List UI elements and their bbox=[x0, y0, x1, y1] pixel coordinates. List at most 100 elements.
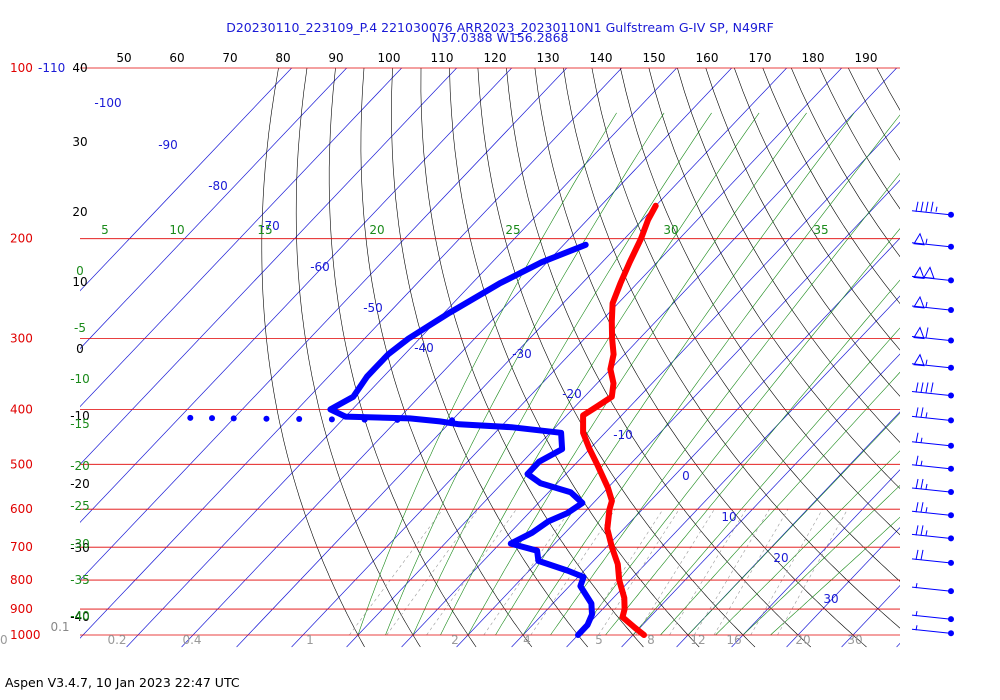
wind-barb-full bbox=[915, 549, 919, 560]
wind-barb-station bbox=[948, 277, 954, 284]
wind-barb-full bbox=[925, 327, 929, 338]
wind-barb-station bbox=[948, 392, 954, 399]
wind-barb-full bbox=[920, 525, 924, 536]
wind-barb-shaft bbox=[911, 363, 951, 369]
wind-barb-shaft bbox=[911, 415, 951, 421]
mixing-ratio-label: 2 bbox=[451, 633, 459, 647]
moist-adiabat-line bbox=[577, 228, 900, 636]
wind-barb-shaft bbox=[911, 242, 951, 248]
isotherm-line bbox=[566, 295, 900, 648]
pressure-label: 500 bbox=[10, 457, 33, 471]
dewpoint-point bbox=[263, 415, 270, 422]
moist-adiabat-line bbox=[687, 412, 900, 636]
dry-adiabat-line bbox=[847, 68, 900, 161]
wind-barb-full bbox=[915, 382, 919, 393]
dry-adiabat-line bbox=[563, 68, 900, 629]
chart-subtitle: N37.0388 W156.2868 bbox=[431, 30, 569, 45]
left-scale-label: 10 bbox=[72, 275, 87, 289]
moist-adiabat-line bbox=[357, 112, 617, 636]
isotherm-line bbox=[676, 411, 900, 648]
wind-barb-pennant bbox=[913, 295, 925, 309]
dry-adiabat-line bbox=[947, 42, 1000, 647]
moist-adiabat-label: 0 bbox=[76, 264, 84, 278]
wind-barb-half bbox=[920, 460, 923, 466]
wind-barb-station bbox=[948, 535, 954, 542]
moist-adiabat-label: 25 bbox=[505, 223, 520, 237]
wind-barb-half bbox=[920, 437, 923, 443]
mixing-ratio-label: 20 bbox=[795, 633, 810, 647]
wind-barb-half bbox=[925, 483, 928, 490]
top-scale-label: 130 bbox=[537, 51, 560, 65]
dry-adiabat-line bbox=[360, 68, 533, 648]
moist-adiabat-label: 20 bbox=[369, 223, 384, 237]
dewpoint-point bbox=[209, 415, 216, 422]
wind-barb-station bbox=[948, 616, 954, 623]
left-scale-label: 30 bbox=[72, 135, 87, 149]
footer-version: Aspen V3.4.7, 10 Jan 2023 22:47 UTC bbox=[5, 675, 240, 690]
dry-adiabat-line bbox=[295, 68, 421, 648]
dry-adiabat-line bbox=[620, 68, 900, 536]
pressure-label: 300 bbox=[10, 332, 33, 346]
isotherm-line bbox=[80, 68, 403, 408]
moist-adiabat-line bbox=[440, 112, 760, 636]
top-scale-label: 160 bbox=[696, 51, 719, 65]
wind-barb-station bbox=[948, 442, 954, 449]
dewpoint-point bbox=[361, 416, 368, 423]
isotherm-line bbox=[80, 68, 568, 581]
wind-barb-half bbox=[925, 507, 928, 513]
wind-barb bbox=[911, 326, 954, 344]
pressure-alt-label: -110 bbox=[38, 61, 65, 75]
isotherm-line bbox=[236, 68, 788, 648]
wind-barb-shaft bbox=[911, 441, 951, 447]
moist-adiabat-label: -20 bbox=[70, 459, 90, 473]
pressure-label: 1000 bbox=[10, 628, 41, 642]
pressure-label: 700 bbox=[10, 540, 33, 554]
wind-barb-full bbox=[915, 455, 919, 466]
wind-barb-pennant bbox=[913, 326, 925, 340]
wind-barb bbox=[911, 432, 954, 449]
wind-barb bbox=[911, 525, 954, 542]
chart-title: D20230110_223109_P.4 221030076 ARR2023_2… bbox=[226, 20, 774, 35]
isotherm-line bbox=[291, 68, 843, 648]
dry-adiabat-line bbox=[391, 68, 588, 648]
moist-adiabat-line bbox=[467, 112, 807, 636]
wind-barb-shaft bbox=[911, 464, 951, 470]
top-scale-label: 100 bbox=[378, 51, 401, 65]
pressure-label: 900 bbox=[10, 602, 33, 616]
isotherm-line bbox=[181, 68, 733, 648]
wind-barb-full bbox=[915, 525, 919, 536]
wind-barb-pennant bbox=[923, 266, 935, 279]
dry-adiabat-line bbox=[328, 68, 477, 648]
wind-barb-station bbox=[948, 306, 954, 313]
top-scale-label: 70 bbox=[222, 51, 237, 65]
moist-adiabat-line bbox=[605, 279, 900, 636]
isotherm-line bbox=[786, 527, 900, 648]
mixing-ratio-line bbox=[750, 509, 823, 636]
moist-adiabat-line bbox=[742, 484, 900, 636]
wind-barb bbox=[911, 295, 954, 313]
wind-barb-shaft bbox=[911, 510, 951, 516]
left-scale-label: -10 bbox=[70, 409, 90, 423]
temperature-line bbox=[580, 202, 659, 638]
mixing-ratio-label: 1 bbox=[306, 633, 314, 647]
moist-adiabat-label: -5 bbox=[74, 321, 86, 335]
mixing-ratio-line bbox=[598, 509, 680, 636]
top-scale-label: 110 bbox=[431, 51, 454, 65]
wind-barb-full bbox=[930, 382, 934, 393]
wind-barb-half bbox=[935, 206, 938, 212]
left-scale-label: 20 bbox=[72, 205, 87, 219]
dewpoint-point bbox=[449, 417, 456, 424]
wind-barb-shaft bbox=[911, 390, 951, 396]
top-scale-label: 190 bbox=[855, 51, 878, 65]
moist-adiabat-line bbox=[522, 114, 900, 636]
wind-barb-station bbox=[948, 512, 954, 519]
wind-barb bbox=[911, 625, 954, 637]
wind-barb bbox=[911, 382, 954, 399]
mixing-ratio-label: 30 bbox=[847, 633, 862, 647]
pressure-label: 200 bbox=[10, 232, 33, 246]
dewpoint-point bbox=[296, 416, 303, 423]
wind-barb-pennant bbox=[913, 353, 925, 367]
dry-adiabat-line bbox=[449, 68, 700, 648]
wind-barb-half bbox=[925, 359, 928, 365]
